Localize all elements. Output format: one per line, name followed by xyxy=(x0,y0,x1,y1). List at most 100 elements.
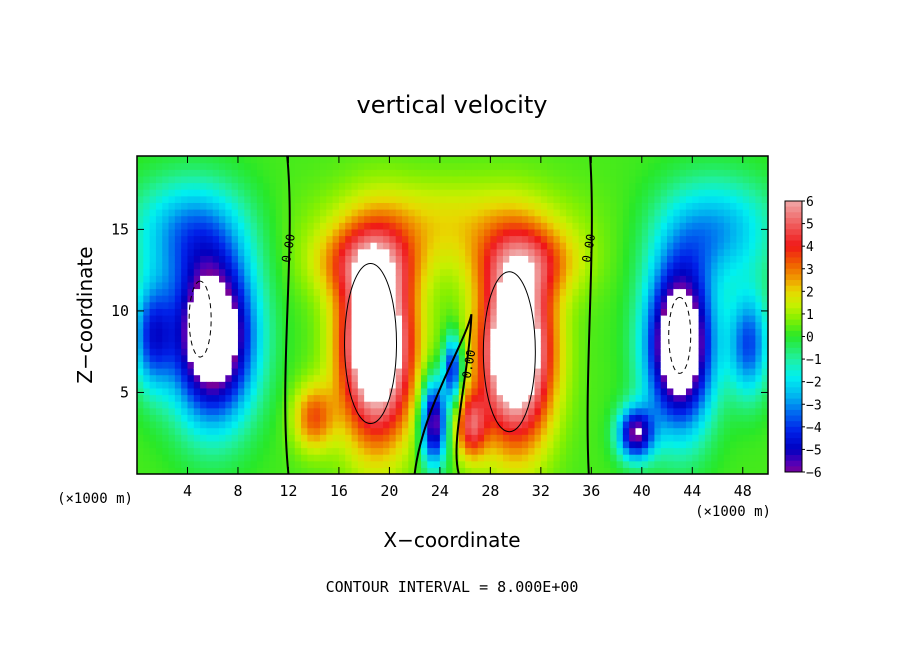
heatmap-cell xyxy=(433,248,441,256)
heatmap-cell xyxy=(591,169,599,177)
heatmap-cell xyxy=(332,162,340,170)
heatmap-cell xyxy=(433,328,441,336)
heatmap-cell xyxy=(231,215,239,223)
heatmap-cell xyxy=(660,394,668,402)
heatmap-cell xyxy=(502,182,510,190)
heatmap-cell xyxy=(376,328,384,336)
heatmap-cell xyxy=(370,182,378,190)
heatmap-cell xyxy=(301,308,308,316)
heatmap-cell xyxy=(452,228,460,237)
heatmap-cell xyxy=(408,281,416,290)
heatmap-cell xyxy=(603,460,611,468)
colorbar-segment xyxy=(785,353,802,360)
heatmap-cell xyxy=(685,268,693,276)
heatmap-cell xyxy=(616,460,624,468)
heatmap-cell xyxy=(263,341,271,349)
heatmap-cell xyxy=(231,268,239,276)
heatmap-cell xyxy=(559,169,567,177)
heatmap-cell xyxy=(566,321,573,329)
heatmap-cell xyxy=(528,215,536,223)
heatmap-cell xyxy=(755,334,763,343)
heatmap-cell xyxy=(263,209,271,217)
heatmap-cell xyxy=(383,354,390,362)
heatmap-cell xyxy=(566,235,573,243)
heatmap-cell xyxy=(307,268,315,276)
heatmap-cell xyxy=(616,281,624,290)
heatmap-cell xyxy=(667,427,674,435)
heatmap-cell xyxy=(313,202,321,210)
heatmap-cell xyxy=(761,434,768,442)
heatmap-cell xyxy=(162,209,170,217)
heatmap-cell xyxy=(540,341,548,349)
heatmap-cell xyxy=(433,361,441,369)
heatmap-cell xyxy=(433,301,441,309)
heatmap-cell xyxy=(193,361,201,369)
contour-label: 0.00 xyxy=(460,349,479,380)
heatmap-cell xyxy=(200,315,208,323)
heatmap-cell xyxy=(616,394,624,402)
heatmap-cell xyxy=(212,414,220,422)
heatmap-cell xyxy=(509,407,517,415)
heatmap-cell xyxy=(357,315,365,323)
heatmap-cell xyxy=(294,228,302,237)
heatmap-cell xyxy=(761,328,768,336)
heatmap-cell xyxy=(749,281,756,290)
heatmap-cell xyxy=(717,235,725,243)
heatmap-cell xyxy=(521,215,529,223)
heatmap-cell xyxy=(730,440,738,449)
heatmap-cell xyxy=(237,175,245,184)
heatmap-cell xyxy=(357,175,365,184)
heatmap-cell xyxy=(212,175,220,184)
heatmap-cell xyxy=(559,202,567,210)
heatmap-cell xyxy=(654,281,662,290)
heatmap-cell xyxy=(528,341,536,349)
heatmap-cell xyxy=(433,315,441,323)
heatmap-cell xyxy=(616,308,624,316)
heatmap-cell xyxy=(149,242,157,250)
heatmap-cell xyxy=(376,228,384,237)
heatmap-cell xyxy=(256,334,264,343)
heatmap-cell xyxy=(269,321,277,329)
heatmap-cell xyxy=(143,341,151,349)
heatmap-cell xyxy=(622,414,630,422)
heatmap-cell xyxy=(408,328,416,336)
heatmap-cell xyxy=(332,222,340,230)
heatmap-cell xyxy=(490,248,498,256)
heatmap-cell xyxy=(723,401,731,409)
heatmap-cell xyxy=(389,169,397,177)
heatmap-cell xyxy=(616,454,624,462)
heatmap-cell xyxy=(301,387,308,396)
heatmap-cell xyxy=(370,401,378,409)
heatmap-cell xyxy=(256,348,264,356)
heatmap-cell xyxy=(484,175,491,184)
heatmap-cell xyxy=(540,248,548,256)
heatmap-cell xyxy=(402,222,409,230)
heatmap-cell xyxy=(200,281,208,290)
heatmap-cell xyxy=(591,401,599,409)
heatmap-cell xyxy=(402,182,409,190)
heatmap-cell xyxy=(572,162,580,170)
heatmap-cell xyxy=(420,255,428,263)
heatmap-cell xyxy=(547,162,555,170)
heatmap-cell xyxy=(540,228,548,237)
heatmap-cell xyxy=(402,334,409,343)
heatmap-cell xyxy=(244,381,252,389)
heatmap-cell xyxy=(685,189,693,197)
heatmap-cell xyxy=(225,454,233,462)
heatmap-cell xyxy=(187,209,195,217)
heatmap-cell xyxy=(566,407,573,415)
heatmap-cell xyxy=(742,262,750,270)
heatmap-cell xyxy=(307,315,315,323)
heatmap-cell xyxy=(193,321,201,329)
heatmap-cell xyxy=(168,295,176,303)
heatmap-cell xyxy=(275,262,283,270)
heatmap-cell xyxy=(534,434,542,442)
heatmap-cell xyxy=(717,222,725,230)
heatmap-cell xyxy=(244,156,252,164)
heatmap-cell xyxy=(414,334,422,343)
heatmap-cell xyxy=(263,189,271,197)
heatmap-cell xyxy=(629,301,637,309)
heatmap-cell xyxy=(477,341,485,349)
heatmap-cell xyxy=(345,387,353,396)
heatmap-cell xyxy=(641,169,649,177)
